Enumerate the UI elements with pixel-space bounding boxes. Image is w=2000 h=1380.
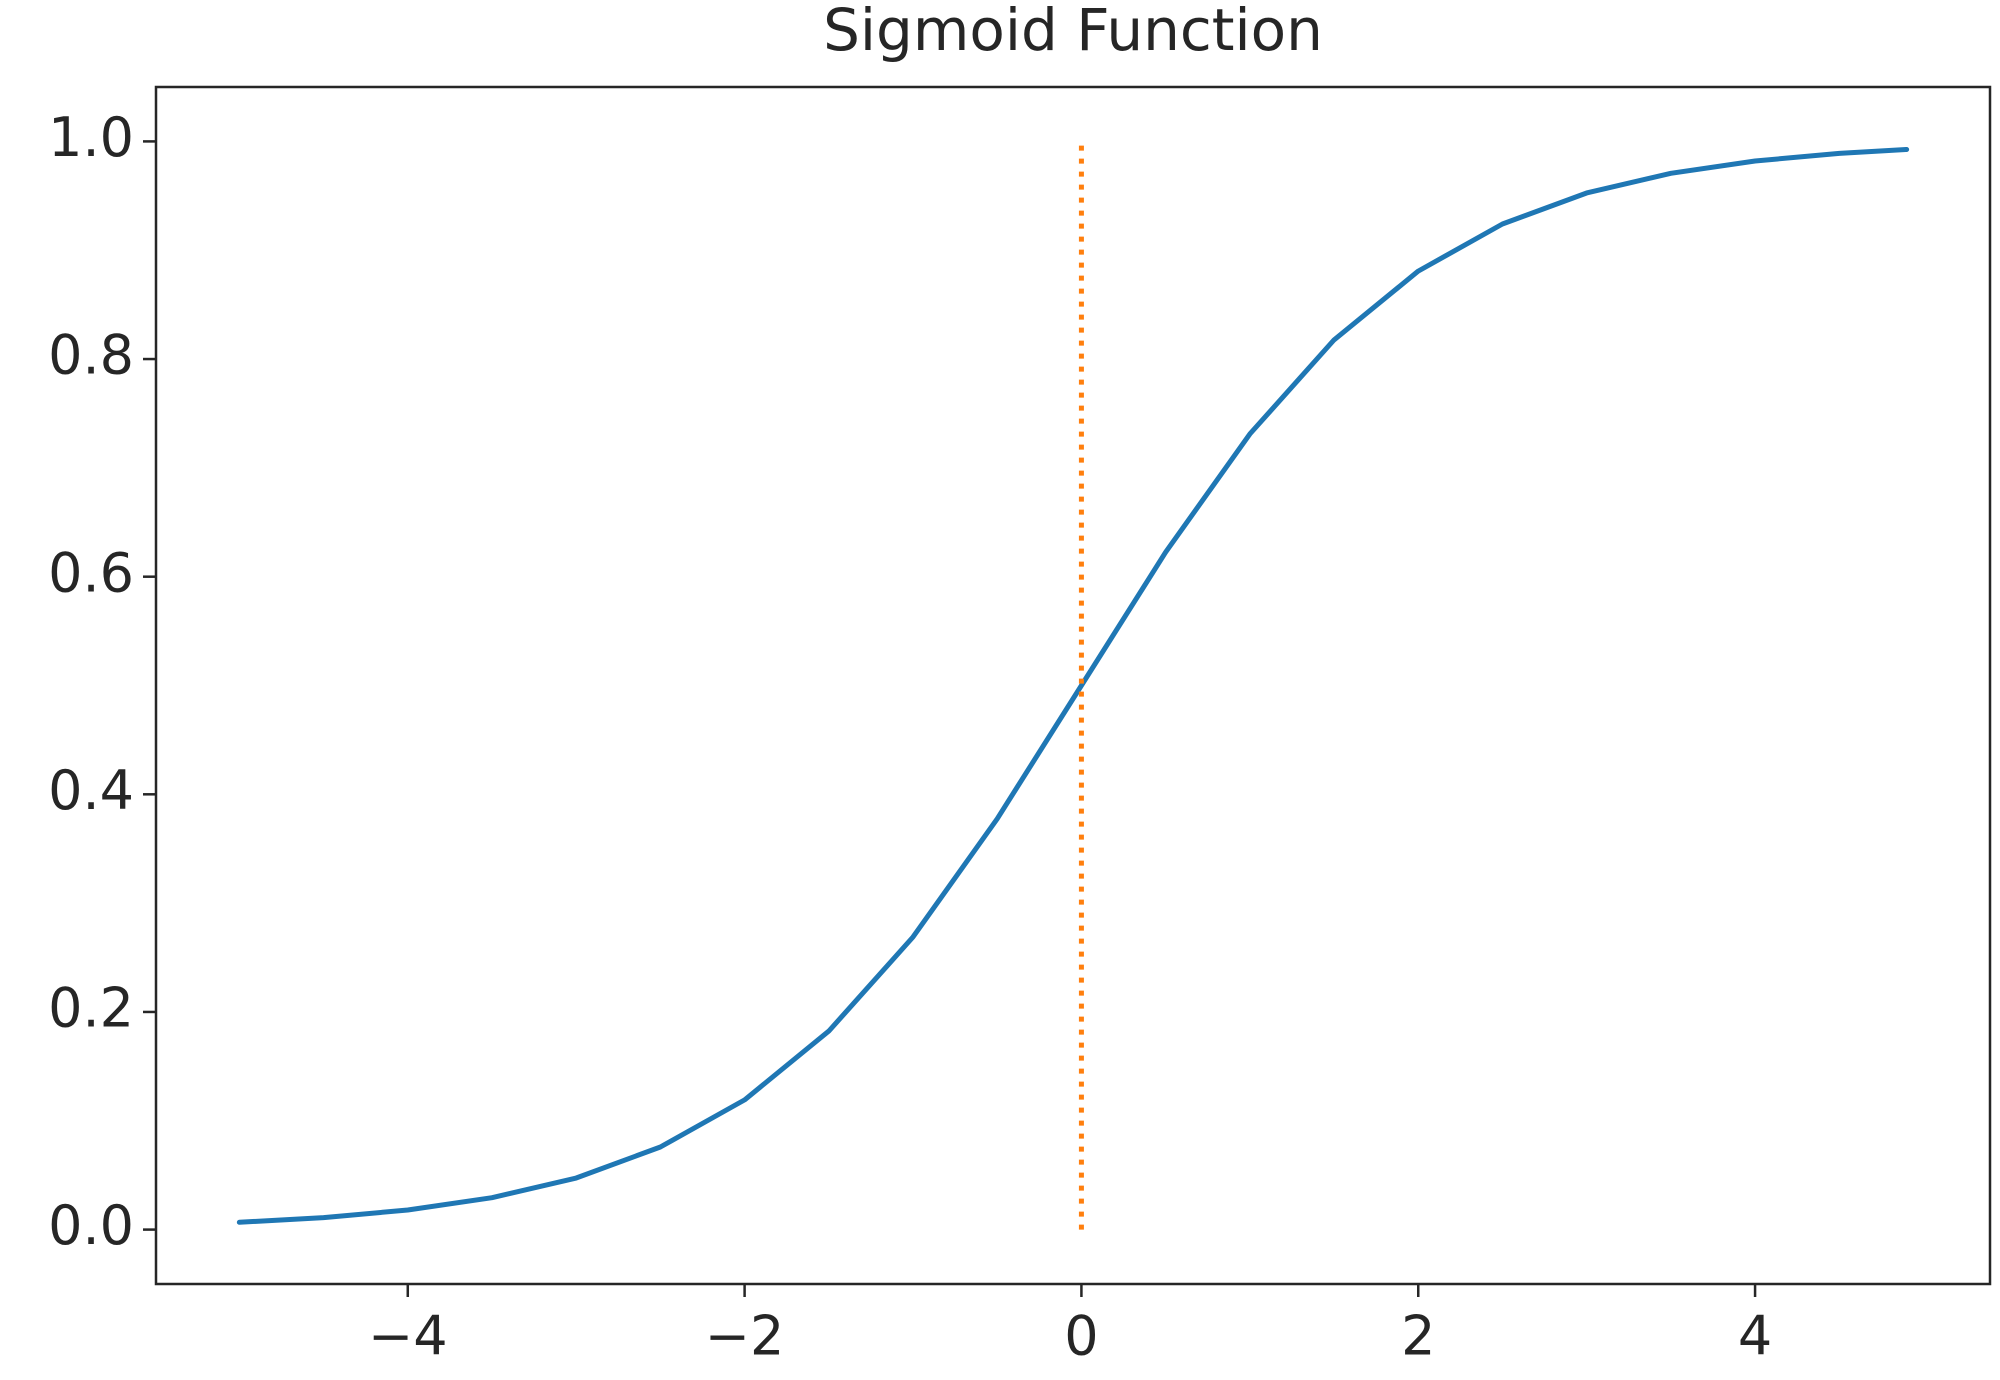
- x-tick-label: 0: [1064, 1305, 1098, 1368]
- y-tick-label: 0.0: [48, 1194, 134, 1257]
- y-tick-label: 0.2: [48, 977, 134, 1040]
- y-tick-label: 0.6: [48, 541, 134, 604]
- y-tick-label: 0.4: [48, 759, 134, 822]
- y-tick-label: 0.8: [48, 324, 134, 387]
- x-tick-label: −4: [368, 1305, 448, 1368]
- x-tick-label: −2: [705, 1305, 785, 1368]
- plot-frame: [154, 85, 1992, 1286]
- y-tick-label: 1.0: [48, 106, 134, 169]
- chart-title: Sigmoid Function: [823, 0, 1323, 64]
- x-tick-label: 2: [1401, 1305, 1435, 1368]
- line: [236, 146, 1910, 1225]
- x-tick-label: 4: [1738, 1305, 1772, 1368]
